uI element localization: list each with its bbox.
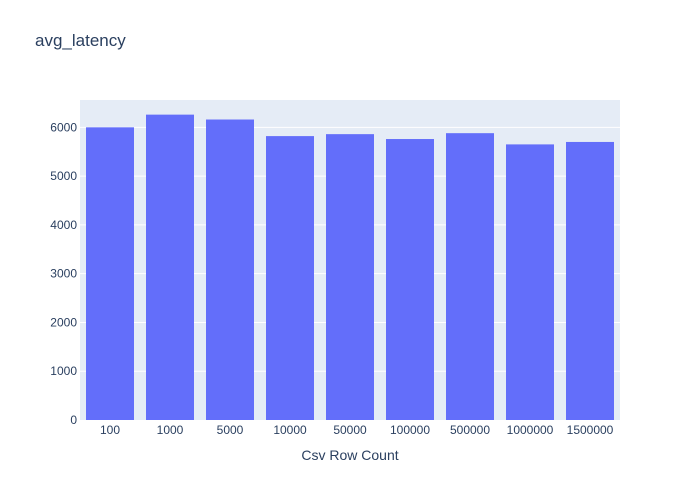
chart-title: avg_latency (35, 31, 126, 50)
x-tick-label: 50000 (333, 423, 367, 437)
bar-50000 (326, 134, 374, 420)
bar-5000 (206, 119, 254, 420)
x-tick-label: 100000 (390, 423, 430, 437)
bar-100000 (386, 139, 434, 420)
x-axis-title: Csv Row Count (301, 447, 398, 463)
y-tick-label: 3000 (50, 267, 77, 281)
x-tick-labels: 100 1000 5000 10000 50000 100000 500000 1000000… (100, 423, 614, 437)
x-tick-label: 1000 (157, 423, 184, 437)
bar-1000 (146, 114, 194, 420)
x-tick-label: 100 (100, 423, 120, 437)
bar-1000000 (506, 144, 554, 420)
y-tick-label: 0 (70, 413, 77, 427)
x-tick-label: 1500000 (567, 423, 614, 437)
x-tick-label: 500000 (450, 423, 490, 437)
y-tick-label: 2000 (50, 315, 77, 329)
bars (86, 114, 614, 421)
y-tick-label: 5000 (50, 169, 77, 183)
bar-100 (86, 127, 134, 420)
x-tick-label: 1000000 (507, 423, 554, 437)
bar-1500000 (566, 141, 614, 420)
y-tick-label: 1000 (50, 364, 77, 378)
x-tick-label: 10000 (273, 423, 307, 437)
y-tick-label: 6000 (50, 120, 77, 134)
y-tick-labels: 0 1000 2000 3000 4000 5000 6000 (50, 120, 77, 427)
bar-500000 (446, 133, 494, 421)
bar-10000 (266, 136, 314, 420)
x-tick-label: 5000 (217, 423, 244, 437)
y-tick-label: 4000 (50, 218, 77, 232)
